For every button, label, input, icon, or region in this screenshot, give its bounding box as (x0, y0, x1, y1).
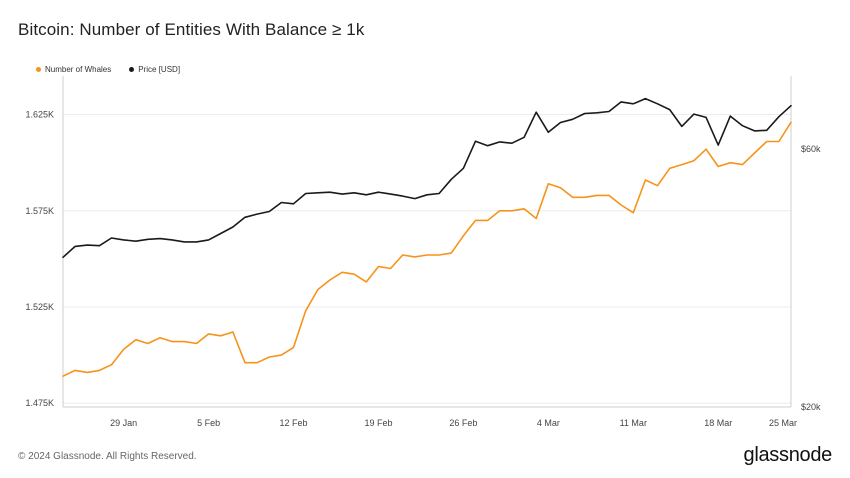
series-lines (62, 97, 792, 378)
legend-item-whales[interactable]: Number of Whales (36, 65, 111, 74)
y-axis-right-ticks: $20k $60k (801, 144, 821, 412)
axes (62, 76, 792, 408)
x-tick: 5 Feb (197, 418, 220, 428)
y-tick-left: 1.625K (25, 110, 54, 120)
y-tick-right: $60k (801, 144, 821, 154)
legend-dot-price (129, 67, 135, 72)
copyright-footer: © 2024 Glassnode. All Rights Reserved. (18, 451, 197, 462)
grid-lines (63, 114, 791, 404)
series-line-price (62, 97, 792, 259)
legend-item-price[interactable]: Price [USD] (129, 65, 180, 74)
x-axis-ticks: 29 Jan 5 Feb 12 Feb 19 Feb 26 Feb 4 Mar … (110, 418, 797, 428)
x-tick: 19 Feb (364, 418, 392, 428)
x-tick: 18 Mar (704, 418, 732, 428)
y-tick-left: 1.525K (25, 302, 54, 312)
legend-dot-whales (36, 67, 41, 72)
y-tick-left: 1.475K (25, 398, 54, 408)
y-tick-left: 1.575K (25, 206, 54, 216)
x-tick: 29 Jan (110, 418, 137, 428)
legend-label-whales: Number of Whales (45, 65, 112, 74)
chart-title: Bitcoin: Number of Entities With Balance… (18, 20, 365, 39)
y-axis-left-ticks: 1.475K 1.525K 1.575K 1.625K (25, 110, 54, 409)
legend-label-price: Price [USD] (138, 65, 181, 74)
glassnode-logo: glassnode (743, 444, 833, 466)
x-tick: 26 Feb (449, 418, 477, 428)
y-tick-right: $20k (801, 402, 821, 412)
x-tick: 4 Mar (537, 418, 560, 428)
chart-legend: Number of Whales Price [USD] (36, 65, 180, 74)
x-tick: 25 Mar (769, 418, 797, 428)
x-tick: 12 Feb (280, 418, 308, 428)
x-tick: 11 Mar (620, 418, 647, 428)
series-line-whales (62, 121, 792, 378)
